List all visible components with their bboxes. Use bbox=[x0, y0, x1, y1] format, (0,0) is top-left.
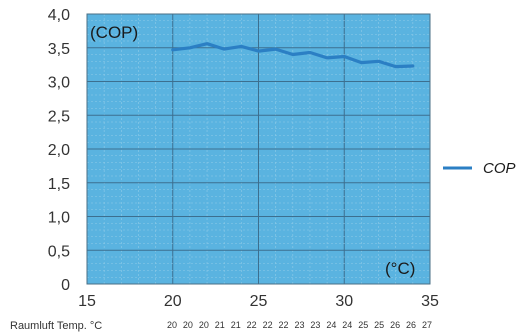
room-temp-value: 20 bbox=[167, 320, 177, 330]
room-temp-value: 22 bbox=[247, 320, 257, 330]
y-tick-label: 3,5 bbox=[48, 41, 70, 58]
room-temp-value: 20 bbox=[183, 320, 193, 330]
x-axis-unit-label: (°C) bbox=[385, 259, 415, 278]
room-temp-value: 23 bbox=[294, 320, 304, 330]
room-temp-value: 21 bbox=[215, 320, 225, 330]
y-tick-label: 1,0 bbox=[48, 210, 70, 227]
legend-label: COP bbox=[483, 160, 516, 177]
room-temp-value: 27 bbox=[422, 320, 432, 330]
room-temp-value: 21 bbox=[231, 320, 241, 330]
room-temp-value: 25 bbox=[358, 320, 368, 330]
x-tick-label: 35 bbox=[421, 293, 439, 310]
room-temp-value: 24 bbox=[326, 320, 336, 330]
x-tick-label: 30 bbox=[335, 293, 353, 310]
series-line-cop bbox=[171, 42, 415, 69]
room-temp-value: 22 bbox=[279, 320, 289, 330]
y-tick-label: 2,0 bbox=[48, 142, 70, 159]
room-temp-value: 26 bbox=[406, 320, 416, 330]
y-axis-label: (COP) bbox=[90, 23, 138, 42]
room-temp-value: 22 bbox=[263, 320, 273, 330]
y-tick-label: 1,5 bbox=[48, 176, 70, 193]
room-temp-value: 26 bbox=[390, 320, 400, 330]
y-tick-label: 2,5 bbox=[48, 108, 70, 125]
y-tick-label: 0 bbox=[61, 277, 70, 294]
y-tick-label: 0,5 bbox=[48, 243, 70, 260]
room-temp-value: 24 bbox=[342, 320, 352, 330]
y-tick-label: 3,0 bbox=[48, 75, 70, 92]
room-temp-value: 25 bbox=[374, 320, 384, 330]
x-tick-label: 25 bbox=[250, 293, 268, 310]
x-tick-label: 20 bbox=[164, 293, 182, 310]
room-temp-value: 20 bbox=[199, 320, 209, 330]
room-temp-value: 23 bbox=[310, 320, 320, 330]
x-tick-label: 15 bbox=[78, 293, 96, 310]
plot-frame bbox=[86, 13, 431, 285]
y-tick-label: 4,0 bbox=[48, 7, 70, 24]
room-temp-values: 20 20 20 21 21 22 22 22 23 23 24 24 25 25 26 26 27 bbox=[167, 320, 432, 330]
legend: COP bbox=[443, 160, 516, 177]
room-temp-label: Raumluft Temp. °C bbox=[10, 320, 102, 332]
